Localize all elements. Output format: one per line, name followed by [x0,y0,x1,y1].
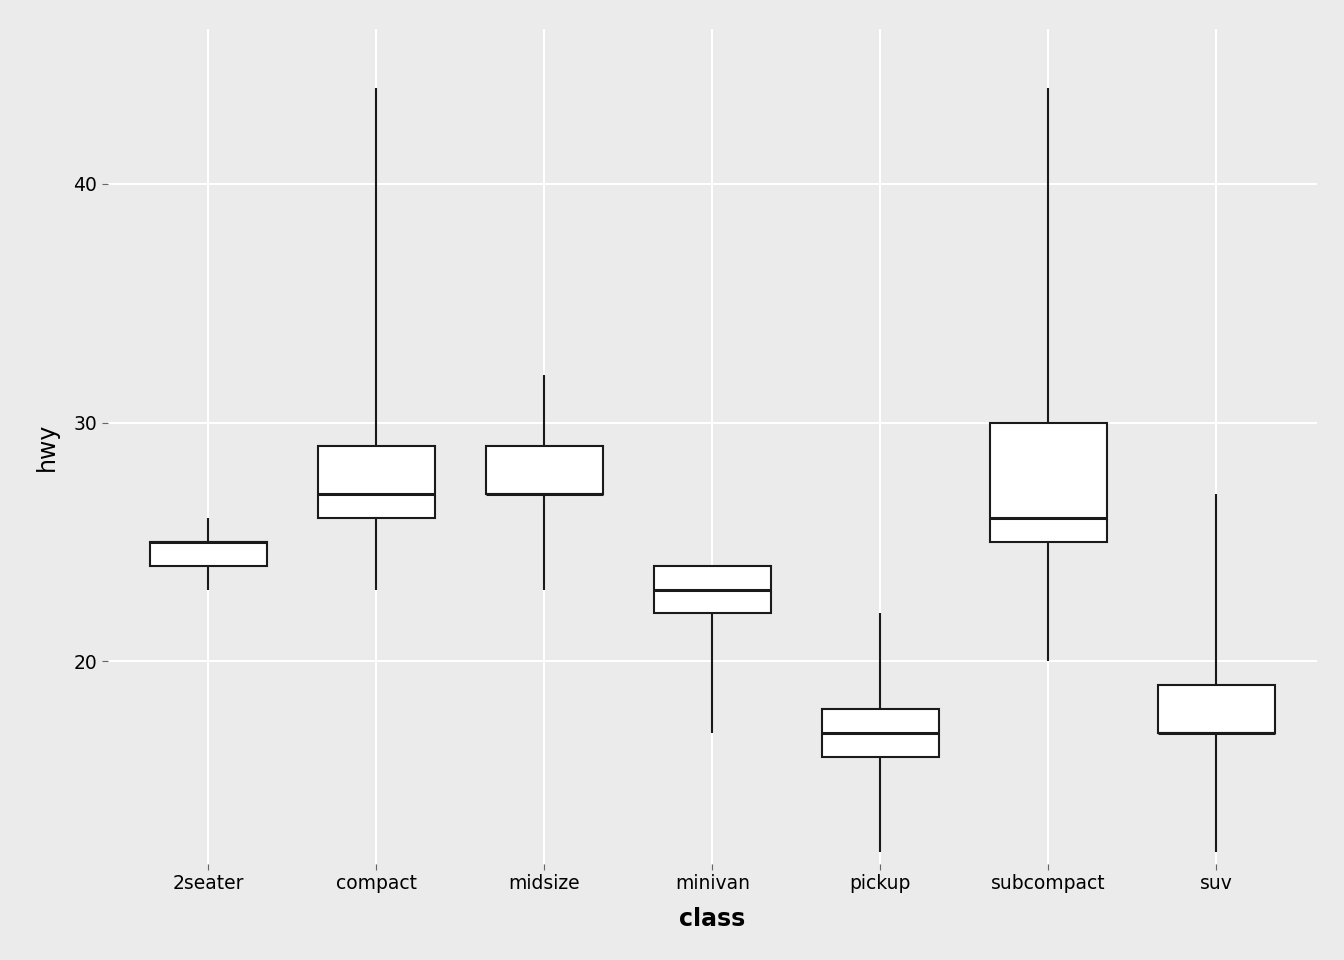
Y-axis label: hwy: hwy [35,422,59,470]
Bar [1157,685,1275,732]
Bar [149,541,267,565]
Bar [485,446,603,494]
Bar [821,708,939,756]
X-axis label: class: class [679,907,746,931]
Bar [317,446,435,518]
Bar [653,565,771,613]
Bar [989,422,1107,541]
